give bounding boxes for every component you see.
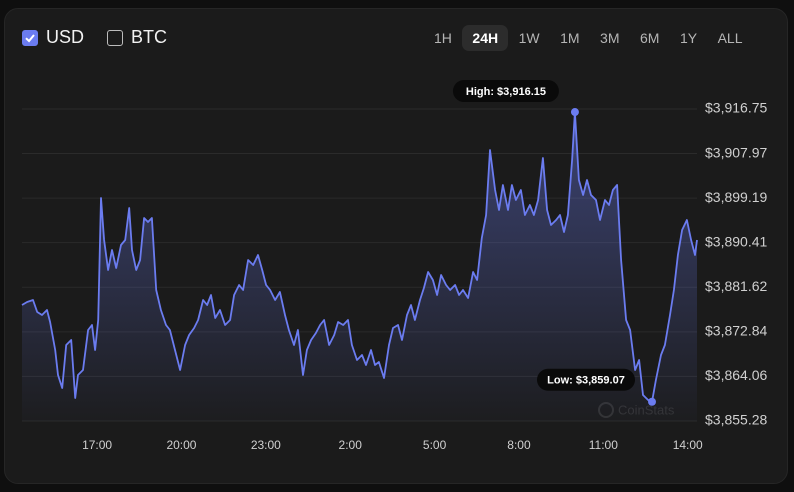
x-tick-label: 11:00 bbox=[589, 438, 618, 452]
range-button[interactable]: 1W bbox=[518, 30, 540, 46]
x-tick-label: 23:00 bbox=[251, 438, 281, 452]
x-tick-label: 14:00 bbox=[673, 438, 703, 452]
y-tick-label: $3,855.28 bbox=[705, 412, 767, 428]
y-tick-label: $3,907.97 bbox=[705, 144, 767, 160]
x-tick-label: 8:00 bbox=[507, 438, 531, 452]
extreme-marker bbox=[570, 108, 579, 117]
y-tick-label: $3,881.62 bbox=[705, 278, 767, 294]
annotation-box bbox=[452, 80, 559, 103]
y-tick-label: $3,864.06 bbox=[705, 367, 767, 383]
annotation-label: Low: $3,859.07 bbox=[547, 375, 625, 387]
checkbox[interactable] bbox=[22, 29, 38, 46]
range-button[interactable]: 3M bbox=[600, 30, 620, 46]
range-selector: 1H 24H 1W 1M 3M 6M 1Y ALL bbox=[424, 25, 753, 51]
y-tick-label: $3,872.84 bbox=[705, 323, 767, 339]
annotation-box bbox=[537, 368, 635, 391]
y-tick-label: $3,899.19 bbox=[705, 189, 767, 205]
range-button[interactable]: 24H bbox=[462, 25, 509, 51]
price-line bbox=[21, 111, 698, 403]
x-tick-label: 5:00 bbox=[423, 438, 447, 452]
currency-label: USD bbox=[46, 27, 85, 47]
x-tick-label: 2:00 bbox=[339, 438, 363, 452]
area bbox=[22, 112, 697, 421]
currency-toggle[interactable]: BTC bbox=[107, 27, 167, 48]
currency-toggle[interactable]: USD bbox=[22, 27, 84, 48]
x-tick-label: 17:00 bbox=[82, 438, 112, 452]
checkbox[interactable] bbox=[107, 29, 123, 46]
x-tick-label: 20:00 bbox=[166, 438, 196, 452]
range-button[interactable]: ALL bbox=[717, 30, 743, 46]
extreme-marker bbox=[648, 397, 656, 406]
range-button[interactable]: 1M bbox=[560, 30, 580, 46]
range-button[interactable]: 6M bbox=[640, 30, 660, 46]
range-button[interactable]: 1H bbox=[434, 30, 452, 46]
range-button[interactable]: 1Y bbox=[679, 30, 698, 46]
y-tick-label: $3,916.75 bbox=[705, 100, 767, 116]
y-tick-label: $3,890.41 bbox=[705, 233, 767, 249]
currency-label: BTC bbox=[131, 27, 167, 47]
annotation-label: High: $3,916.15 bbox=[466, 86, 546, 98]
